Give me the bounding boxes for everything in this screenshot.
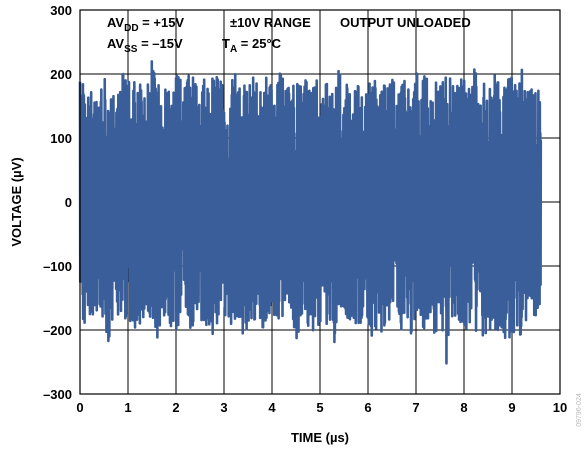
y-tick-label: 300	[50, 3, 72, 18]
figure-id: 09796-024	[576, 393, 583, 427]
y-tick-label: 200	[50, 67, 72, 82]
x-tick-label: 6	[364, 400, 371, 415]
noise-series-line	[78, 60, 543, 365]
y-axis-title: VOLTAGE (µV)	[9, 157, 24, 246]
x-tick-label: 7	[412, 400, 419, 415]
y-tick-label: –200	[43, 323, 72, 338]
y-tick-label: 100	[50, 131, 72, 146]
y-tick-label: –100	[43, 259, 72, 274]
x-axis-title: TIME (µs)	[291, 430, 349, 445]
annotation-load: OUTPUT UNLOADED	[340, 15, 471, 30]
y-tick-labels: 300 200 100 0 –100 –200 –300	[43, 3, 72, 402]
x-tick-label: 4	[268, 400, 276, 415]
x-tick-label: 5	[316, 400, 323, 415]
x-tick-label: 2	[172, 400, 179, 415]
x-tick-label: 8	[460, 400, 467, 415]
plot-frame	[79, 9, 561, 395]
y-tick-label: 0	[65, 195, 72, 210]
annotation-range: ±10V RANGE	[230, 15, 311, 30]
x-tick-label: 1	[124, 400, 131, 415]
y-tick-label: –300	[43, 387, 72, 402]
annotation-avdd: AVDD = +15V	[107, 15, 184, 34]
x-tick-label: 0	[76, 400, 83, 415]
x-tick-labels: 0 1 2 3 4 5 6 7 8 9 10	[76, 400, 567, 415]
x-tick-label: 10	[553, 400, 567, 415]
noise-trace	[78, 60, 543, 365]
x-tick-label: 3	[220, 400, 227, 415]
annotation-avss: AVSS = –15V	[107, 36, 183, 55]
annotation-ta: TA = 25°C	[222, 36, 282, 55]
x-tick-label: 9	[508, 400, 515, 415]
